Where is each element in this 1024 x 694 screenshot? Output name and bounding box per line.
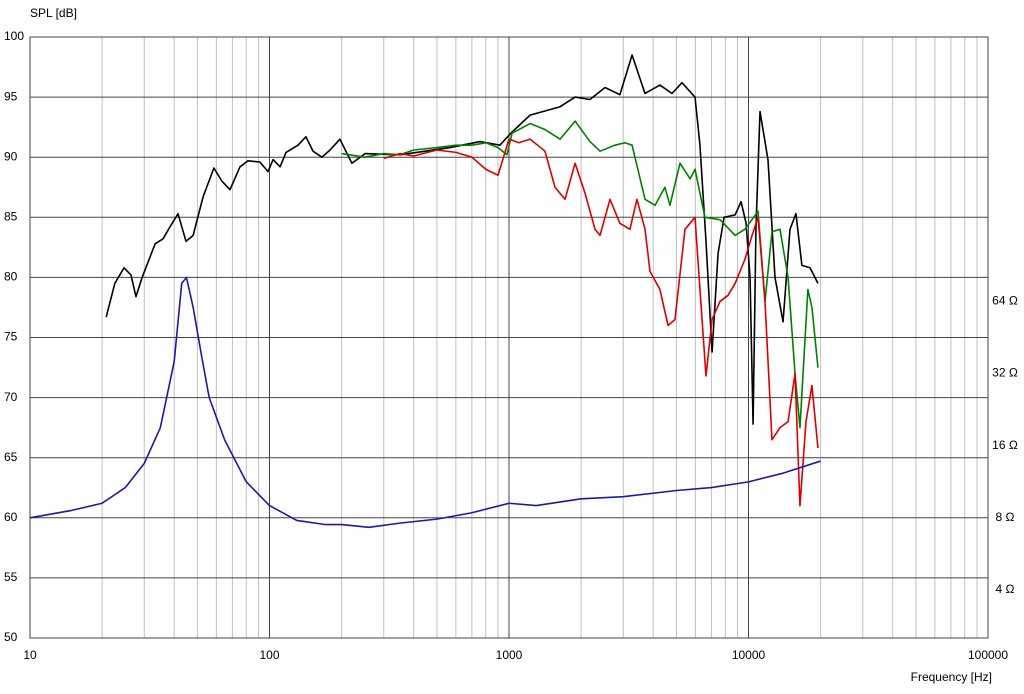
y2-tick-label: 16 Ω	[992, 438, 1018, 452]
series-line	[105, 54, 819, 425]
x-tick-label: 100000	[968, 648, 1008, 662]
y-tick-label: 90	[4, 149, 18, 163]
y-tick-label: 50	[4, 630, 18, 644]
y2-tick-label: 4 Ω	[996, 582, 1015, 596]
y-tick-label: 100	[4, 29, 24, 43]
y-tick-label: 65	[4, 450, 18, 464]
series-line	[383, 138, 819, 507]
x-tick-label: 1000	[496, 648, 523, 662]
x-tick-label: 100	[259, 648, 279, 662]
plot-frame	[29, 36, 989, 639]
x-axis-label: Frequency [Hz]	[911, 670, 992, 684]
y-tick-label: 60	[4, 510, 18, 524]
y2-tick-label: 32 Ω	[992, 366, 1018, 380]
y-tick-label: 70	[4, 390, 18, 404]
series-line	[341, 120, 819, 429]
chart-title: SPL [dB]	[30, 6, 77, 20]
x-tick-label: 10	[23, 648, 37, 662]
y-tick-label: 95	[4, 89, 18, 103]
y2-tick-label: 8 Ω	[996, 510, 1015, 524]
x-tick-label: 10000	[732, 648, 766, 662]
y-tick-label: 80	[4, 270, 18, 284]
y-tick-label: 55	[4, 570, 18, 584]
series-line	[29, 276, 821, 529]
y-tick-label: 85	[4, 209, 18, 223]
y-tick-label: 75	[4, 330, 18, 344]
y2-tick-label: 64 Ω	[992, 294, 1018, 308]
